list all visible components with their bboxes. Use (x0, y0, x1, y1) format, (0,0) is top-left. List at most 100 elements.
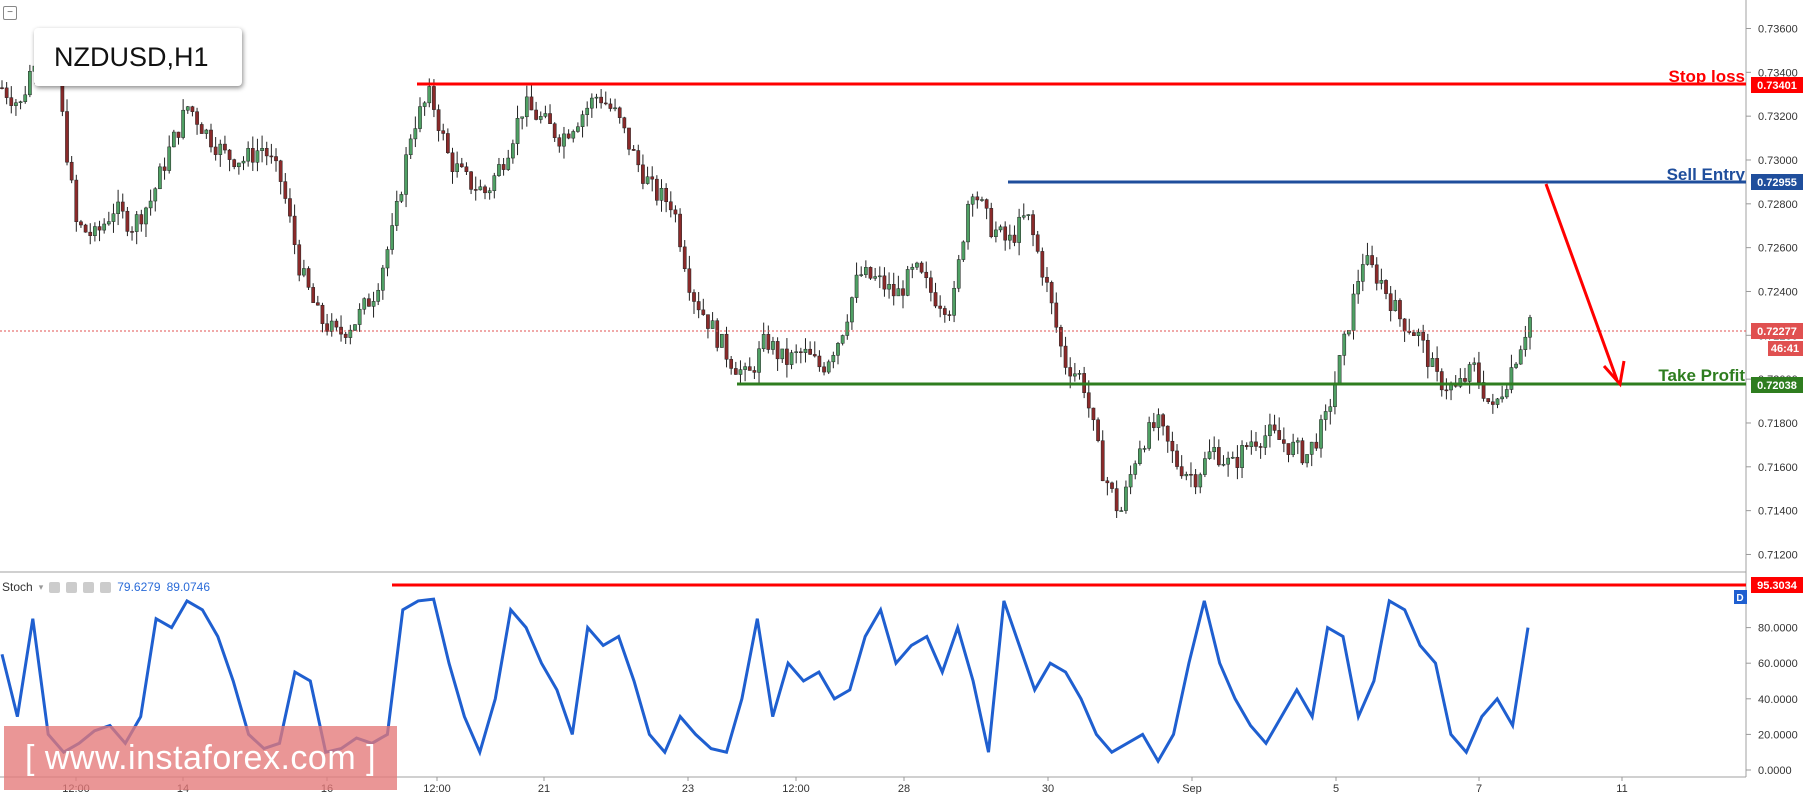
candle-body (566, 133, 571, 139)
candle-body (1467, 364, 1472, 382)
candle-body (919, 262, 924, 273)
stoch-axis-ticks: 0.0000 20.0000 40.0000 60.0000 80.0000 (1746, 623, 1798, 777)
candle-body (441, 130, 446, 134)
candle-body (1412, 332, 1416, 336)
candle-body (478, 186, 483, 191)
candle-body (1402, 318, 1407, 332)
candle-body (882, 275, 887, 290)
candle-body (357, 308, 362, 325)
svg-text:95.3034: 95.3034 (1757, 580, 1798, 592)
candle-body (1165, 425, 1170, 442)
candle-body (181, 109, 185, 138)
candle-body (557, 137, 562, 147)
candle-body (715, 320, 720, 348)
candle-body (603, 102, 608, 105)
candle-body (18, 101, 23, 103)
stoch-name: Stoch (2, 580, 33, 594)
candle-body (1119, 510, 1124, 512)
stop-loss-price-tag: 0.73401 (1751, 77, 1803, 93)
candle-body (1337, 355, 1342, 385)
candle-body (1388, 293, 1393, 311)
candle-body (850, 297, 854, 323)
candle-body (14, 102, 18, 106)
candle-body (980, 199, 984, 201)
candle-body (1170, 440, 1175, 452)
stoch-tick-label: 40.0000 (1758, 694, 1798, 706)
close-icon[interactable] (100, 581, 112, 593)
candle-body (385, 249, 390, 269)
candle-body (1035, 234, 1040, 252)
candle-body (1328, 406, 1333, 412)
candle-body (1026, 214, 1031, 216)
candle-body (65, 111, 69, 163)
candle-body (970, 196, 975, 205)
chevron-down-icon[interactable]: ▾ (38, 581, 44, 592)
candle-body (362, 298, 367, 310)
candle-body (394, 200, 399, 226)
candle-body (1314, 441, 1319, 449)
candle-body (97, 226, 102, 231)
candle-body (956, 259, 961, 289)
candle-body (812, 354, 817, 357)
candle-body (1347, 330, 1351, 335)
candle-body (901, 288, 905, 296)
candle-body (891, 284, 896, 297)
candle-body (1207, 451, 1212, 459)
candle-body (227, 149, 232, 160)
candle-body (534, 109, 538, 120)
minus-square-icon[interactable]: − (3, 6, 17, 20)
candle-body (877, 275, 882, 278)
candle-body (766, 334, 771, 350)
candle-body (283, 181, 288, 199)
candle-body (938, 305, 943, 309)
candle-body (511, 143, 515, 159)
candle-body (158, 166, 162, 190)
candle-body (450, 152, 455, 172)
candle-body (120, 201, 125, 212)
candle-body (1138, 448, 1142, 464)
gear-icon[interactable] (66, 581, 78, 593)
candle-body (826, 361, 831, 373)
candle-body (199, 124, 204, 134)
candle-body (353, 324, 357, 331)
plus-icon[interactable] (83, 581, 95, 593)
candle-body (83, 224, 88, 233)
candle-body (1300, 440, 1305, 464)
candle-body (288, 198, 292, 217)
candle-body (427, 86, 432, 104)
stoch-d-value: 89.0746 (166, 580, 210, 594)
candle-body (817, 355, 822, 368)
candle-body (1226, 457, 1230, 465)
candle-body (1077, 373, 1082, 375)
candle-body (376, 289, 381, 302)
stoch-d-badge[interactable]: D (1734, 590, 1747, 604)
candle-body (733, 368, 738, 375)
sell-entry-label: Sell Entry (1667, 165, 1746, 184)
candle-body (873, 276, 877, 279)
price-tick-label: 0.73200 (1758, 111, 1798, 123)
candle-body (1458, 378, 1463, 387)
candle-body (153, 188, 158, 202)
candle-body (1114, 488, 1119, 512)
eye-icon[interactable] (49, 581, 61, 593)
time-tick-label: 28 (898, 783, 910, 794)
candle-body (232, 159, 237, 168)
candle-body (1244, 445, 1249, 448)
candle-body (1017, 216, 1021, 243)
candle-body (269, 155, 274, 158)
target-arrow (1544, 183, 1619, 381)
candle-body (1091, 407, 1096, 421)
candle-body (139, 214, 144, 225)
candle-body (910, 266, 915, 270)
candle-body (1147, 422, 1152, 449)
candle-body (845, 321, 850, 336)
candle-body (1272, 424, 1277, 431)
candle-body (538, 116, 543, 120)
svg-text:D: D (1736, 593, 1743, 604)
candle-body (1463, 378, 1467, 382)
candle-body (60, 81, 65, 112)
candle-body (520, 116, 525, 119)
candle-body (1393, 300, 1398, 311)
candle-body (761, 334, 766, 350)
